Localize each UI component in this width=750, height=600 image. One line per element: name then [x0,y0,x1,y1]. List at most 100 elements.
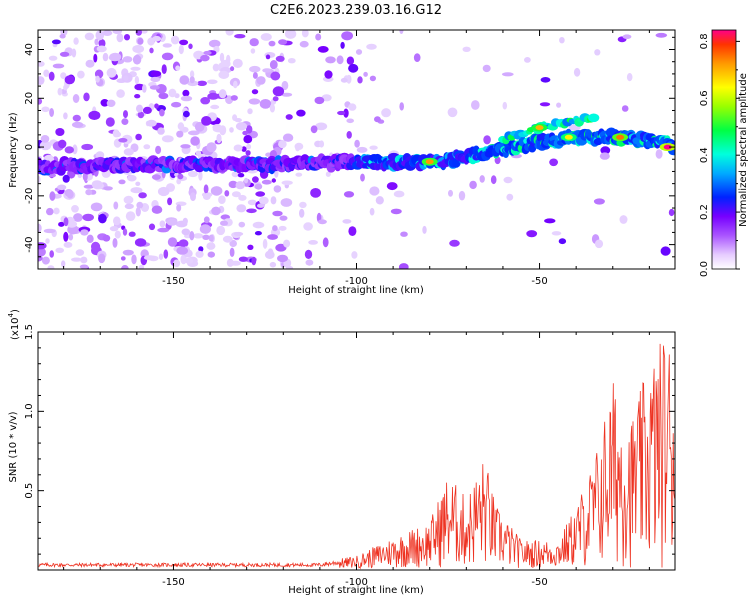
noise-speckle [123,250,134,256]
noise-speckle [256,76,265,85]
noise-speckle [64,217,69,226]
noise-speckle [250,38,259,46]
noise-speckle [251,257,256,266]
noise-speckle [83,93,89,102]
noise-speckle [266,55,270,60]
noise-speckle [233,81,238,89]
noise-speckle [279,226,287,231]
noise-speckle [559,238,566,244]
noise-speckle [219,89,227,98]
noise-speckle [261,33,272,41]
noise-speckle [72,122,83,128]
y-tick-label: 1.0 [24,403,35,419]
x-tick-label: -150 [162,276,185,287]
noise-speckle [209,40,221,48]
noise-speckle [234,232,243,236]
noise-speckle [308,240,318,245]
noise-speckle [283,134,293,142]
noise-speckle [42,257,50,265]
noise-speckle [190,76,195,83]
noise-speckle [168,237,177,247]
noise-speckle [154,103,159,108]
noise-speckle [506,194,513,201]
noise-speckle [171,102,181,108]
colorbar-gradient [712,30,736,269]
noise-speckle [76,249,84,256]
noise-speckle [337,111,345,115]
snr-series-line [38,344,675,568]
spectrogram-y-label: Frequency (Hz) [8,112,19,188]
noise-speckle [206,242,215,250]
noise-speckle [344,191,354,197]
noise-speckle [224,190,229,196]
snr-x-axis: -150 -100 -50 [64,332,650,588]
noise-speckle [49,72,55,81]
noise-speckle [110,226,119,231]
noise-speckle [136,207,141,217]
noise-speckle [176,204,181,211]
noise-speckle [193,233,203,238]
noise-speckle [41,135,50,143]
ridge-peak [426,159,434,164]
noise-speckle [63,232,68,242]
noise-speckle [363,72,368,77]
noise-speckle [623,34,632,39]
noise-speckle [176,131,183,138]
noise-speckle [91,242,100,252]
noise-speckle [276,56,285,62]
noise-speckle [459,191,465,201]
noise-speckle [347,57,354,65]
noise-speckle [206,142,216,152]
noise-speckle [171,36,179,45]
noise-speckle [137,38,143,45]
noise-speckle [669,209,675,216]
noise-speckle [342,219,351,224]
noise-speckle [267,234,278,240]
noise-speckle [463,47,471,52]
noise-speckle [278,39,287,45]
noise-speckle [399,102,404,110]
noise-speckle [94,39,98,46]
noise-speckle [236,204,246,212]
noise-speckle [238,173,245,177]
noise-speckle [43,70,49,77]
ridge-peak [536,125,544,130]
noise-speckle [131,187,143,193]
noise-speckle [176,247,188,255]
y-tick-label: 20 [24,92,35,105]
noise-speckle [58,222,64,227]
noise-speckle [124,34,130,40]
noise-speckle [286,114,293,120]
noise-speckle [49,108,54,117]
noise-speckle [181,96,192,102]
noise-speckle [324,70,332,79]
noise-speckle [65,75,75,84]
snr-frame [38,332,675,570]
noise-speckle [190,136,200,145]
noise-speckle [236,122,247,130]
noise-speckle [246,144,251,150]
noise-speckle [244,178,248,184]
noise-speckle [325,56,336,63]
noise-speckle [262,68,272,72]
noise-speckle [196,151,202,156]
noise-speckle [600,152,610,159]
noise-speckle [146,120,157,127]
noise-speckle [549,159,558,167]
noise-speckle [63,112,68,119]
noise-speckle [46,208,54,215]
noise-speckle [541,77,551,83]
noise-speckle [113,216,121,225]
noise-speckle [175,65,180,70]
noise-speckle [270,262,276,268]
noise-speckle [391,209,402,215]
noise-speckle [414,53,421,62]
noise-speckle [303,222,313,230]
noise-speckle [422,226,426,234]
noise-speckle [235,118,242,122]
noise-speckle [469,181,477,189]
snr-y-unit-base: (x10 [10,317,21,340]
noise-speckle [188,171,198,177]
noise-speckle [92,180,103,188]
colorbar-tick-label: 0.0 [699,261,710,277]
